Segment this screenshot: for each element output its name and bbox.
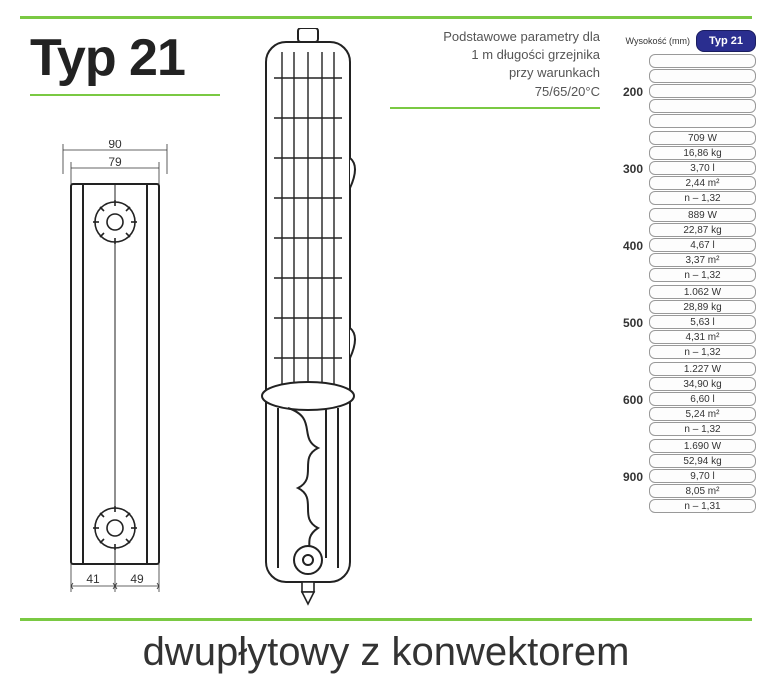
spec-height-label: 200 bbox=[611, 85, 649, 99]
bottom-divider bbox=[20, 618, 752, 621]
spec-height-label: 400 bbox=[611, 239, 649, 253]
spec-height-label: 600 bbox=[611, 393, 649, 407]
spec-cell bbox=[649, 54, 756, 68]
spec-cell: 889 W bbox=[649, 208, 756, 222]
spec-cell: 34,90 kg bbox=[649, 377, 756, 391]
title-underline bbox=[30, 94, 220, 96]
spec-cell: 9,70 l bbox=[649, 469, 756, 483]
spec-height-label: 500 bbox=[611, 316, 649, 330]
spec-cell-group: 1.690 W52,94 kg9,70 l8,05 m²n – 1,31 bbox=[649, 439, 756, 514]
spec-row: 5001.062 W28,89 kg5,63 l4,31 m²n – 1,32 bbox=[611, 285, 756, 360]
spec-height-label: 900 bbox=[611, 470, 649, 484]
parameters-block: Podstawowe parametry dla 1 m długości gr… bbox=[390, 28, 600, 109]
spec-cell bbox=[649, 114, 756, 128]
spec-cell-group: 889 W22,87 kg4,67 l3,37 m²n – 1,32 bbox=[649, 208, 756, 283]
dim-outer-width: 90 bbox=[108, 140, 122, 151]
spec-cell-group: 709 W16,86 kg3,70 l2,44 m²n – 1,32 bbox=[649, 131, 756, 206]
spec-cell bbox=[649, 99, 756, 113]
spec-cell: 4,31 m² bbox=[649, 330, 756, 344]
spec-cell: 1.062 W bbox=[649, 285, 756, 299]
spec-cell: 1.227 W bbox=[649, 362, 756, 376]
spec-row: 200 bbox=[611, 54, 756, 129]
page-title: Typ 21 bbox=[30, 28, 220, 88]
spec-cell bbox=[649, 84, 756, 98]
spec-height-label: 300 bbox=[611, 162, 649, 176]
spec-cell: n – 1,32 bbox=[649, 268, 756, 282]
spec-cell: 3,70 l bbox=[649, 161, 756, 175]
caption: dwupłytowy z konwektorem bbox=[0, 630, 772, 675]
spec-row: 300709 W16,86 kg3,70 l2,44 m²n – 1,32 bbox=[611, 131, 756, 206]
spec-cell: 709 W bbox=[649, 131, 756, 145]
spec-cell: 6,60 l bbox=[649, 392, 756, 406]
spec-cell-group: 1.227 W34,90 kg6,60 l5,24 m²n – 1,32 bbox=[649, 362, 756, 437]
params-line: Podstawowe parametry dla bbox=[390, 28, 600, 46]
spec-cell-group bbox=[649, 54, 756, 129]
spec-cell: 28,89 kg bbox=[649, 300, 756, 314]
cutaway-drawing bbox=[248, 28, 368, 608]
spec-cell: n – 1,32 bbox=[649, 345, 756, 359]
spec-cell: 8,05 m² bbox=[649, 484, 756, 498]
spec-cell: 5,24 m² bbox=[649, 407, 756, 421]
spec-cell: n – 1,32 bbox=[649, 422, 756, 436]
dim-bottom-right: 49 bbox=[130, 572, 144, 586]
spec-cell: 1.690 W bbox=[649, 439, 756, 453]
spec-header-label: Wysokość (mm) bbox=[611, 36, 696, 46]
params-line: przy warunkach bbox=[390, 64, 600, 82]
side-profile-drawing: 90 79 bbox=[55, 140, 175, 610]
spec-cell: 2,44 m² bbox=[649, 176, 756, 190]
title-block: Typ 21 bbox=[30, 28, 220, 96]
params-underline bbox=[390, 107, 600, 109]
dim-bottom-left: 41 bbox=[86, 572, 100, 586]
spec-table: Wysokość (mm) Typ 21 200300709 W16,86 kg… bbox=[611, 30, 756, 514]
spec-cell: 5,63 l bbox=[649, 315, 756, 329]
dim-inner-width: 79 bbox=[108, 155, 122, 169]
spec-type-badge: Typ 21 bbox=[696, 30, 756, 52]
spec-cell: 16,86 kg bbox=[649, 146, 756, 160]
spec-row: 400889 W22,87 kg4,67 l3,37 m²n – 1,32 bbox=[611, 208, 756, 283]
spec-cell: 22,87 kg bbox=[649, 223, 756, 237]
spec-cell: 52,94 kg bbox=[649, 454, 756, 468]
spec-cell: n – 1,31 bbox=[649, 499, 756, 513]
spec-row: 9001.690 W52,94 kg9,70 l8,05 m²n – 1,31 bbox=[611, 439, 756, 514]
params-line: 75/65/20°C bbox=[390, 83, 600, 101]
params-line: 1 m długości grzejnika bbox=[390, 46, 600, 64]
spec-cell: 3,37 m² bbox=[649, 253, 756, 267]
top-divider bbox=[20, 16, 752, 19]
spec-cell: n – 1,32 bbox=[649, 191, 756, 205]
spec-cell bbox=[649, 69, 756, 83]
spec-header: Wysokość (mm) Typ 21 bbox=[611, 30, 756, 52]
spec-cell-group: 1.062 W28,89 kg5,63 l4,31 m²n – 1,32 bbox=[649, 285, 756, 360]
spec-row: 6001.227 W34,90 kg6,60 l5,24 m²n – 1,32 bbox=[611, 362, 756, 437]
spec-cell: 4,67 l bbox=[649, 238, 756, 252]
